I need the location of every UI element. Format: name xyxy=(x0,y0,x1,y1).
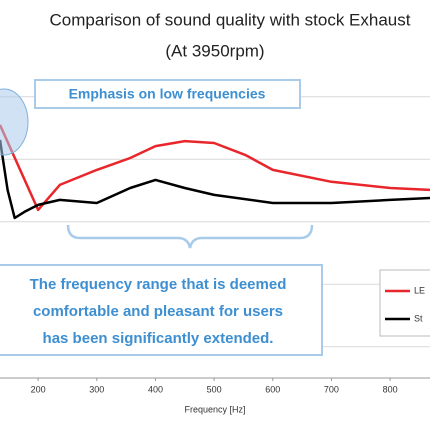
legend-label: St xyxy=(414,313,423,323)
series-line xyxy=(0,139,430,220)
x-tick-label: 200 xyxy=(31,384,46,394)
series-line xyxy=(0,124,430,212)
annotation: The frequency range that is deemed xyxy=(30,276,287,293)
x-axis-label: Frequency [Hz] xyxy=(184,404,245,414)
chart-title: Comparison of sound quality with stock E… xyxy=(50,10,411,29)
x-tick-label: 400 xyxy=(148,384,163,394)
highlight-ellipse xyxy=(0,88,29,156)
lines xyxy=(0,124,430,220)
annotation-box xyxy=(34,79,301,109)
annotation: Emphasis on low frequencies xyxy=(69,86,266,102)
chart-subtitle: (At 3950rpm) xyxy=(165,41,264,60)
x-tick-label: 800 xyxy=(383,384,398,394)
x-tick-label: 600 xyxy=(265,384,280,394)
legend-label: LE xyxy=(414,285,425,295)
annotation: comfortable and pleasant for users xyxy=(33,303,283,320)
brace xyxy=(66,224,314,249)
x-tick-label: 700 xyxy=(324,384,339,394)
legend: LE St xyxy=(385,285,425,323)
x-tick-label: 500 xyxy=(207,384,222,394)
x-tick-label: 300 xyxy=(89,384,104,394)
annotation-box xyxy=(0,264,323,356)
legend-box xyxy=(379,269,430,337)
annotation: has been significantly extended. xyxy=(43,330,274,347)
